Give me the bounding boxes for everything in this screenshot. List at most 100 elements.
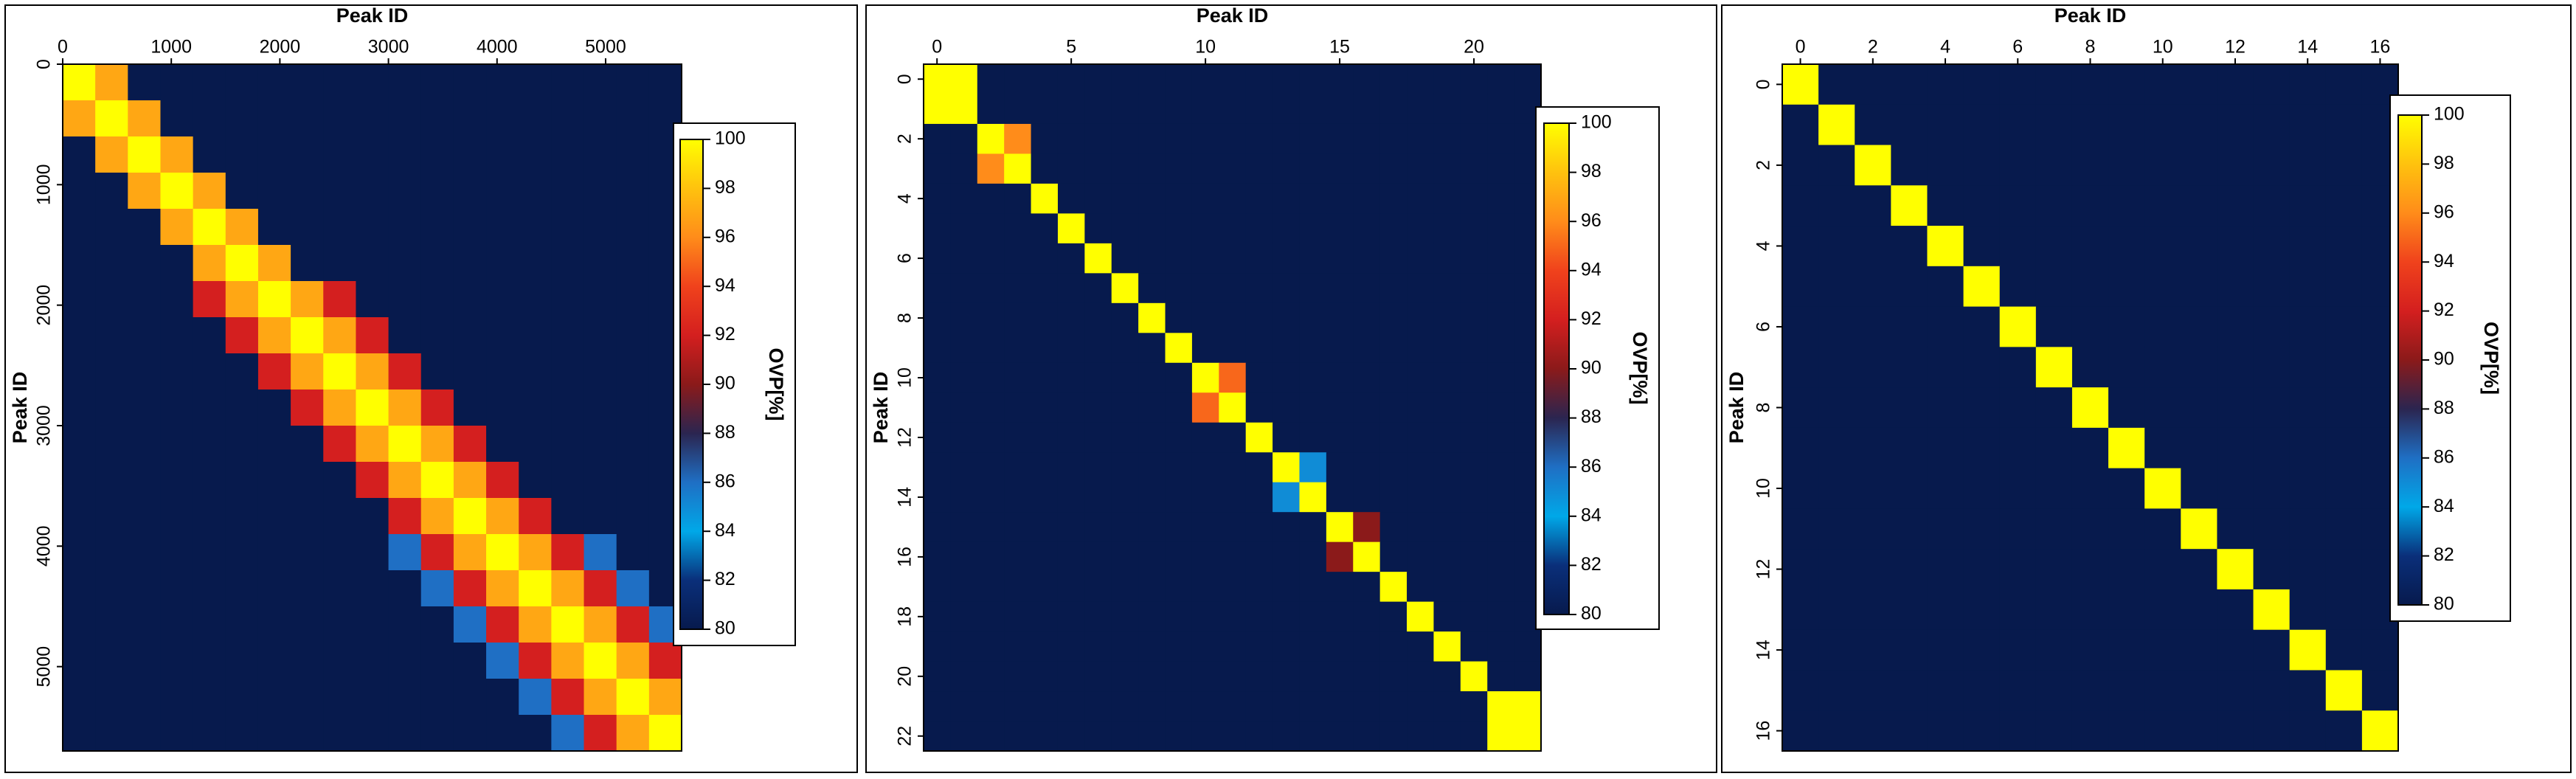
heatmap-cell	[584, 426, 617, 463]
heatmap-cell	[1326, 64, 1354, 95]
heatmap-cell	[977, 273, 1005, 304]
heatmap-cell	[2035, 387, 2073, 429]
heatmap-cell	[1999, 387, 2037, 429]
heatmap-cell	[1219, 123, 1247, 155]
heatmap-cell	[2144, 670, 2181, 711]
heatmap-cell	[1326, 333, 1354, 364]
heatmap-cell	[1433, 541, 1461, 572]
heatmap-cell	[1927, 670, 1964, 711]
heatmap-cell	[1191, 183, 1219, 214]
heatmap-cell	[1891, 145, 1928, 186]
y-tick-label: 16	[895, 547, 915, 567]
heatmap-cell	[2181, 670, 2218, 711]
heatmap-cell	[1031, 422, 1059, 453]
heatmap-cell	[420, 353, 454, 390]
heatmap-cell	[1353, 512, 1381, 543]
heatmap-cell	[1782, 226, 1819, 267]
heatmap-cell	[128, 643, 162, 679]
heatmap-cell	[1433, 273, 1461, 304]
heatmap-cell	[1487, 392, 1515, 423]
heatmap-cell	[128, 209, 162, 246]
heatmap-cell	[1299, 333, 1327, 364]
heatmap-cell	[924, 302, 951, 333]
heatmap-cell	[1057, 601, 1085, 632]
heatmap-cell	[1782, 145, 1819, 186]
heatmap-cell	[1999, 710, 2037, 752]
heatmap-cell	[1004, 183, 1032, 214]
heatmap-cell	[388, 136, 422, 173]
heatmap-cell	[1818, 145, 1855, 186]
heatmap-cell	[420, 245, 454, 282]
heatmap-cell	[1407, 333, 1435, 364]
heatmap-cell	[257, 100, 291, 137]
x-tick-label: 3000	[368, 37, 409, 58]
heatmap-cell	[1379, 183, 1408, 214]
heatmap-cell	[1891, 468, 1928, 510]
heatmap-cell	[1219, 482, 1247, 513]
heatmap-cell	[225, 173, 259, 210]
heatmap-cell	[193, 281, 226, 318]
heatmap-cell	[1999, 64, 2037, 105]
heatmap-cell	[1004, 213, 1032, 244]
heatmap-cell	[1004, 123, 1032, 155]
heatmap-cell	[2289, 145, 2327, 186]
colorbar-label: OVP[%]	[1629, 331, 1651, 404]
heatmap-cell	[128, 462, 162, 499]
heatmap-cell	[2253, 589, 2291, 631]
heatmap-cell	[1165, 362, 1193, 393]
heatmap-cell	[323, 209, 357, 246]
heatmap-cell	[1111, 273, 1139, 304]
heatmap-cell	[1191, 273, 1219, 304]
heatmap-cell	[1084, 541, 1112, 572]
heatmap-cell	[128, 136, 162, 173]
heatmap-cell	[1460, 183, 1488, 214]
heatmap-cell	[1165, 541, 1193, 572]
heatmap-cell	[356, 317, 389, 354]
heatmap-cell	[486, 136, 519, 173]
heatmap-cell	[977, 362, 1005, 393]
heatmap-cell	[1165, 482, 1193, 513]
heatmap-cell	[1891, 670, 1928, 711]
colorbar-label: OVP[%]	[2480, 322, 2502, 395]
y-axis-label: Peak ID	[870, 372, 892, 444]
heatmap-cell	[1057, 422, 1085, 453]
heatmap-cell	[616, 64, 650, 101]
heatmap-cell	[1379, 482, 1408, 513]
heatmap-cell	[1379, 392, 1408, 423]
y-tick-label: 0	[895, 74, 915, 84]
heatmap-cell	[551, 209, 585, 246]
heatmap-cell	[1433, 64, 1461, 95]
heatmap-cell	[1299, 243, 1327, 274]
heatmap-cell	[160, 498, 194, 535]
heatmap-cell	[950, 631, 978, 662]
heatmap-cell	[128, 100, 162, 137]
heatmap-cell	[160, 281, 194, 318]
y-tick-label: 2	[895, 134, 915, 144]
heatmap-cell	[1407, 631, 1435, 662]
heatmap-cell	[1891, 549, 1928, 590]
heatmap-cell	[1273, 452, 1301, 483]
heatmap-cell	[2181, 387, 2218, 429]
heatmap-cell	[1433, 302, 1461, 333]
x-tick-label: 4	[1940, 37, 1950, 58]
heatmap-cell	[551, 534, 585, 571]
heatmap-cell	[1299, 273, 1327, 304]
heatmap-cell	[1460, 213, 1488, 244]
heatmap-cell	[95, 643, 128, 679]
colorbar-tick-label: 88	[715, 422, 735, 443]
heatmap-cell	[2325, 104, 2363, 146]
heatmap-cell	[1084, 631, 1112, 662]
heatmap-cell	[1219, 691, 1247, 722]
heatmap-cell	[584, 317, 617, 354]
heatmap-cell	[486, 426, 519, 463]
x-axis-label: Peak ID	[336, 4, 409, 27]
y-tick-label: 16	[1753, 721, 1774, 741]
heatmap-cell	[924, 601, 951, 632]
heatmap-cell	[388, 64, 422, 101]
heatmap-cell	[616, 281, 650, 318]
heatmap-cell	[584, 390, 617, 426]
heatmap-cell	[1031, 721, 1059, 752]
y-tick-label: 20	[895, 666, 915, 687]
heatmap-cell	[1379, 691, 1408, 722]
heatmap-cell	[2108, 64, 2145, 105]
